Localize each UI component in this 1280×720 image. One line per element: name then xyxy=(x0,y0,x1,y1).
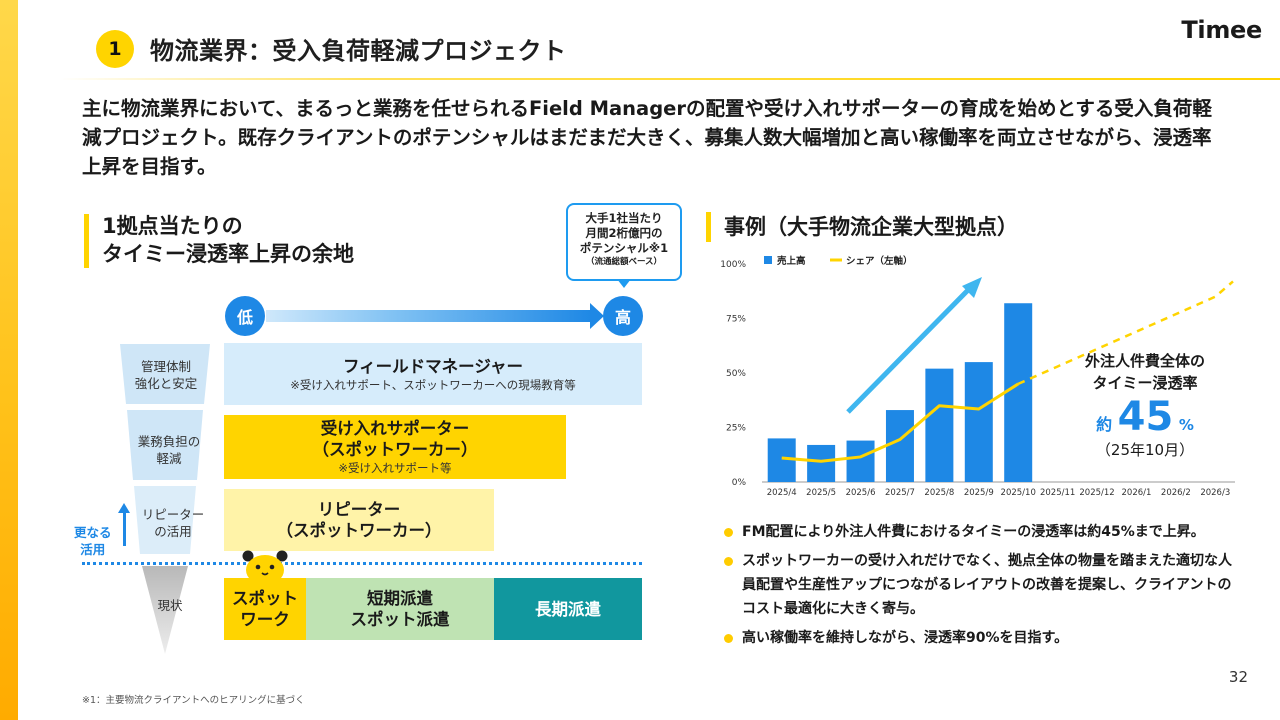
supporter-box: 受け入れサポーター （スポットワーカー） ※受け入れサポート等 xyxy=(224,415,566,479)
current-state-divider xyxy=(82,562,642,565)
short-dispatch-label: 短期派遣 スポット派遣 xyxy=(350,589,450,629)
page-number: 32 xyxy=(1228,668,1248,686)
growth-arrow-head xyxy=(962,277,982,298)
y-tick-label: 25% xyxy=(726,424,746,434)
footnote: ※1：主要物流クライアントへのヒアリングに基づく xyxy=(82,695,305,706)
funnel-label-burden: 業務負担の 軽減 xyxy=(137,434,201,466)
short-dispatch-box: 短期派遣 スポット派遣 xyxy=(306,578,494,640)
legend-bar-swatch xyxy=(764,256,772,264)
low-high-arrow xyxy=(266,310,592,322)
supporter-title: 受け入れサポーター xyxy=(320,419,470,438)
field-manager-box: フィールドマネージャー ※受け入れサポート、スポットワーカーへの現場教育等 xyxy=(224,343,642,405)
growth-arrow xyxy=(846,284,974,414)
supporter-note: ※受け入れサポート等 xyxy=(338,461,452,475)
x-tick-label: 2025/8 xyxy=(924,488,954,498)
x-tick-label: 2025/7 xyxy=(885,488,915,498)
spot-work-label: スポット ワーク xyxy=(232,589,298,629)
section-number-badge: 1 xyxy=(96,30,134,68)
bar xyxy=(964,362,993,482)
high-circle: 高 xyxy=(603,296,643,336)
right-section-accent-bar xyxy=(706,212,711,242)
callout-line4: （流通総額ベース） xyxy=(585,257,663,267)
funnel-label-management: 管理体制 強化と安定 xyxy=(134,359,198,391)
y-tick-label: 0% xyxy=(732,478,747,488)
repeater-subtitle: （スポットワーカー） xyxy=(276,521,442,540)
x-tick-label: 2025/12 xyxy=(1079,488,1114,498)
y-tick-label: 75% xyxy=(726,315,746,325)
x-tick-label: 2025/4 xyxy=(767,488,797,498)
field-manager-title: フィールドマネージャー xyxy=(342,356,523,376)
right-section-title: 事例（大手物流企業大型拠点） xyxy=(724,215,1018,239)
x-tick-label: 2025/11 xyxy=(1040,488,1075,498)
bullet-item: スポットワーカーの受け入れだけでなく、拠点全体の物量を踏まえた適切な人員配置や生… xyxy=(722,549,1232,621)
callout-line2: 月間2桁億円の xyxy=(585,226,663,240)
bullet-item: 高い稼働率を維持しながら、浸透率90%を目指す。 xyxy=(722,626,1232,650)
annotation-prefix: 約 xyxy=(1096,415,1113,434)
long-dispatch-box: 長期派遣 xyxy=(494,578,642,640)
spot-work-box: スポット ワーク xyxy=(224,578,306,640)
callout-line3: ポテンシャル※1 xyxy=(579,241,669,255)
funnel-label-current: 現状 xyxy=(157,598,183,613)
further-utilization-label: 更なる 活用 xyxy=(74,525,112,557)
share-line xyxy=(781,382,1020,463)
funnel-seg-1 xyxy=(120,344,210,404)
bullet-item: FM配置により外注人件費におけるタイミーの浸透率は約45%まで上昇。 xyxy=(722,520,1232,544)
funnel-graphic xyxy=(120,344,210,654)
brand-stripe xyxy=(0,0,18,720)
x-tick-label: 2026/2 xyxy=(1161,488,1191,498)
x-tick-label: 2026/3 xyxy=(1200,488,1230,498)
header-divider xyxy=(60,78,1280,80)
mascot-icon xyxy=(242,550,288,582)
y-tick-label: 50% xyxy=(726,369,746,379)
annotation-value: 45 xyxy=(1117,394,1174,440)
supporter-subtitle: （スポットワーカー） xyxy=(312,440,478,459)
annotation-line2: タイミー浸透率 xyxy=(1092,374,1198,392)
x-tick-label: 2025/10 xyxy=(1001,488,1036,498)
share-projection-line xyxy=(1017,280,1234,386)
legend-line-label: シェア（左軸） xyxy=(846,255,913,267)
potential-callout: 大手1社当たり 月間2桁億円の ポテンシャル※1 （流通総額ベース） xyxy=(566,203,682,281)
section-accent-bar xyxy=(84,214,89,268)
repeater-box: リピーター （スポットワーカー） xyxy=(224,489,494,551)
long-dispatch-label: 長期派遣 xyxy=(535,599,601,619)
sales-share-chart: 0% 25% 50% 75% 100% 2025/4 2025/5 2025/6 2025/7 2… xyxy=(720,255,1235,498)
y-tick-label: 100% xyxy=(720,260,746,270)
up-arrow-icon xyxy=(118,503,130,513)
x-tick-label: 2025/9 xyxy=(964,488,994,498)
annotation-suffix: % xyxy=(1178,416,1194,434)
left-title-line1: 1拠点当たりの xyxy=(102,214,243,238)
field-manager-note: ※受け入れサポート、スポットワーカーへの現場教育等 xyxy=(290,377,576,392)
bar xyxy=(846,440,875,482)
funnel-seg-2 xyxy=(127,410,203,480)
funnel-label-repeater: リピーター の活用 xyxy=(141,507,205,539)
x-tick-label: 2025/5 xyxy=(806,488,836,498)
funnel-seg-3 xyxy=(134,486,196,554)
page-title: 物流業界：受入負荷軽減プロジェクト xyxy=(150,37,567,65)
bar xyxy=(807,444,836,482)
left-title-line2: タイミー浸透率上昇の余地 xyxy=(102,242,354,266)
annotation-line1: 外注人件費全体の xyxy=(1084,352,1205,370)
low-high-arrow-head xyxy=(590,303,604,329)
up-arrow-shaft xyxy=(123,512,126,546)
x-tick-label: 2026/1 xyxy=(1122,488,1152,498)
funnel-seg-4 xyxy=(142,566,188,654)
penetration-annotation: 外注人件費全体の タイミー浸透率 約 45 % （25年10月） xyxy=(1070,350,1220,460)
bar xyxy=(1004,303,1033,482)
bar xyxy=(885,410,914,482)
repeater-title: リピーター xyxy=(317,500,401,519)
annotation-date: （25年10月） xyxy=(1095,441,1195,459)
intro-text: 主に物流業界において、まるっと業務を任せられるField Managerの配置や… xyxy=(82,97,1212,178)
legend-bar-label: 売上高 xyxy=(777,255,806,267)
result-bullets: FM配置により外注人件費におけるタイミーの浸透率は約45%まで上昇。 スポットワ… xyxy=(722,520,1232,655)
left-section-title: 1拠点当たりの タイミー浸透率上昇の余地 xyxy=(102,212,354,268)
timee-logo: Timee xyxy=(1181,16,1262,44)
callout-line1: 大手1社当たり xyxy=(585,211,663,225)
callout-pointer xyxy=(617,279,631,288)
bar xyxy=(925,368,954,482)
x-tick-label: 2025/6 xyxy=(846,488,876,498)
low-circle: 低 xyxy=(225,296,265,336)
